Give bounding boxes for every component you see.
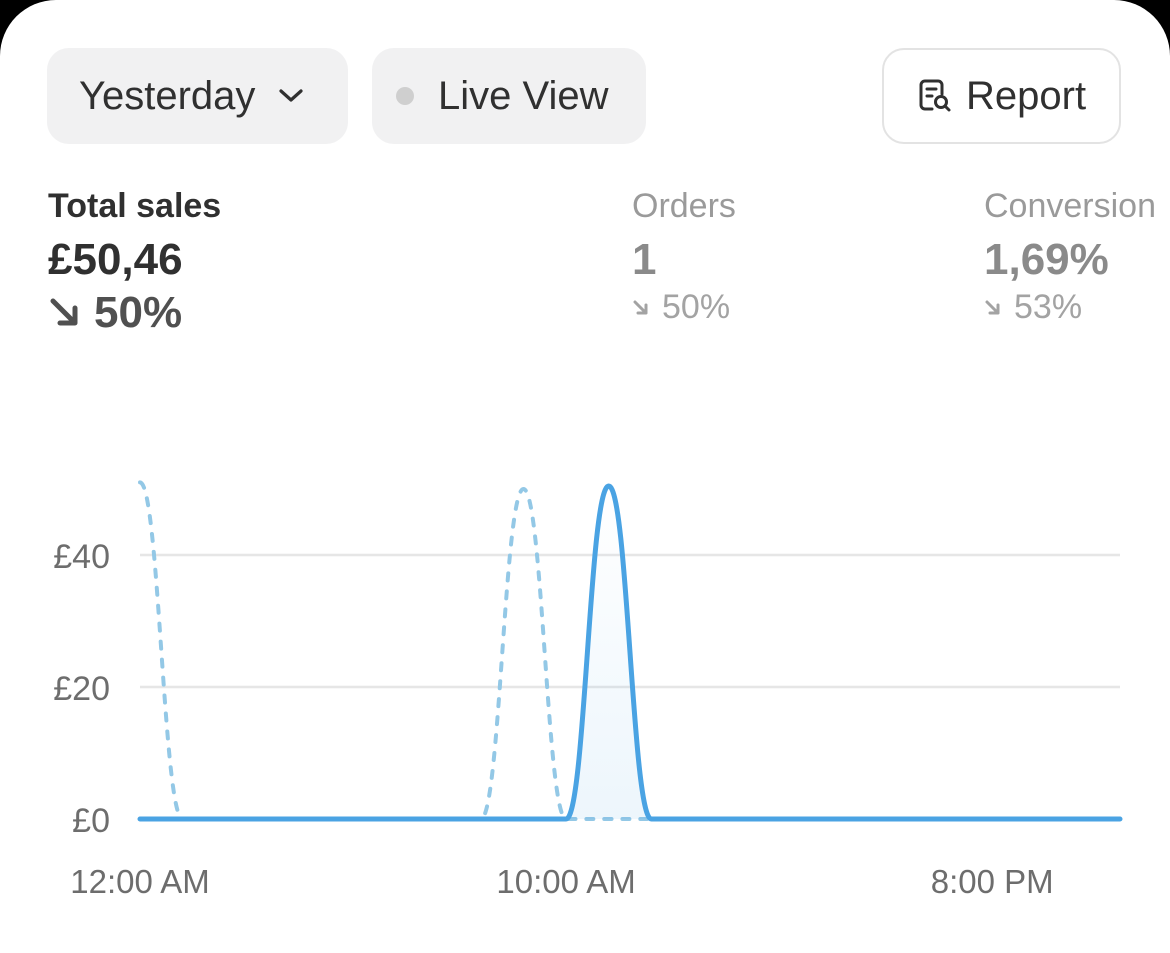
x-tick-label: 12:00 AM xyxy=(70,863,209,900)
metric-value: £50,46 xyxy=(48,235,183,284)
report-label: Report xyxy=(966,73,1087,118)
x-tick-label: 8:00 PM xyxy=(931,863,1054,900)
report-search-icon xyxy=(916,77,954,115)
arrow-down-right-icon xyxy=(984,299,1002,317)
metric-total-sales[interactable]: Total sales £50,46 50% xyxy=(48,186,221,338)
x-tick-label: 10:00 AM xyxy=(496,863,635,900)
metric-conversion[interactable]: Conversion 1,69% 53% xyxy=(984,186,1156,327)
y-tick-label: £0 xyxy=(72,802,110,840)
metric-delta: 53% xyxy=(1014,288,1083,326)
report-button[interactable]: Report xyxy=(882,48,1121,144)
metric-label: Total sales xyxy=(48,187,222,225)
live-view-label: Live View xyxy=(438,73,609,118)
arrow-down-right-icon xyxy=(48,296,82,330)
date-range-label: Yesterday xyxy=(79,73,256,118)
metric-label: Orders xyxy=(632,187,736,225)
current-series-line xyxy=(137,483,1123,822)
date-range-dropdown[interactable]: Yesterday xyxy=(47,48,348,144)
y-tick-label: £40 xyxy=(53,538,110,576)
chevron-down-icon xyxy=(277,87,305,105)
y-tick-label: £20 xyxy=(53,670,110,708)
metric-delta: 50% xyxy=(662,288,731,326)
metric-orders[interactable]: Orders 1 50% xyxy=(632,186,736,327)
arrow-down-right-icon xyxy=(632,299,650,317)
live-view-button[interactable]: Live View xyxy=(372,48,646,144)
metric-value: 1 xyxy=(632,235,657,284)
metric-delta: 50% xyxy=(94,288,183,337)
live-status-dot xyxy=(396,87,414,105)
metric-value: 1,69% xyxy=(984,235,1109,284)
metric-label: Conversion xyxy=(984,187,1156,225)
